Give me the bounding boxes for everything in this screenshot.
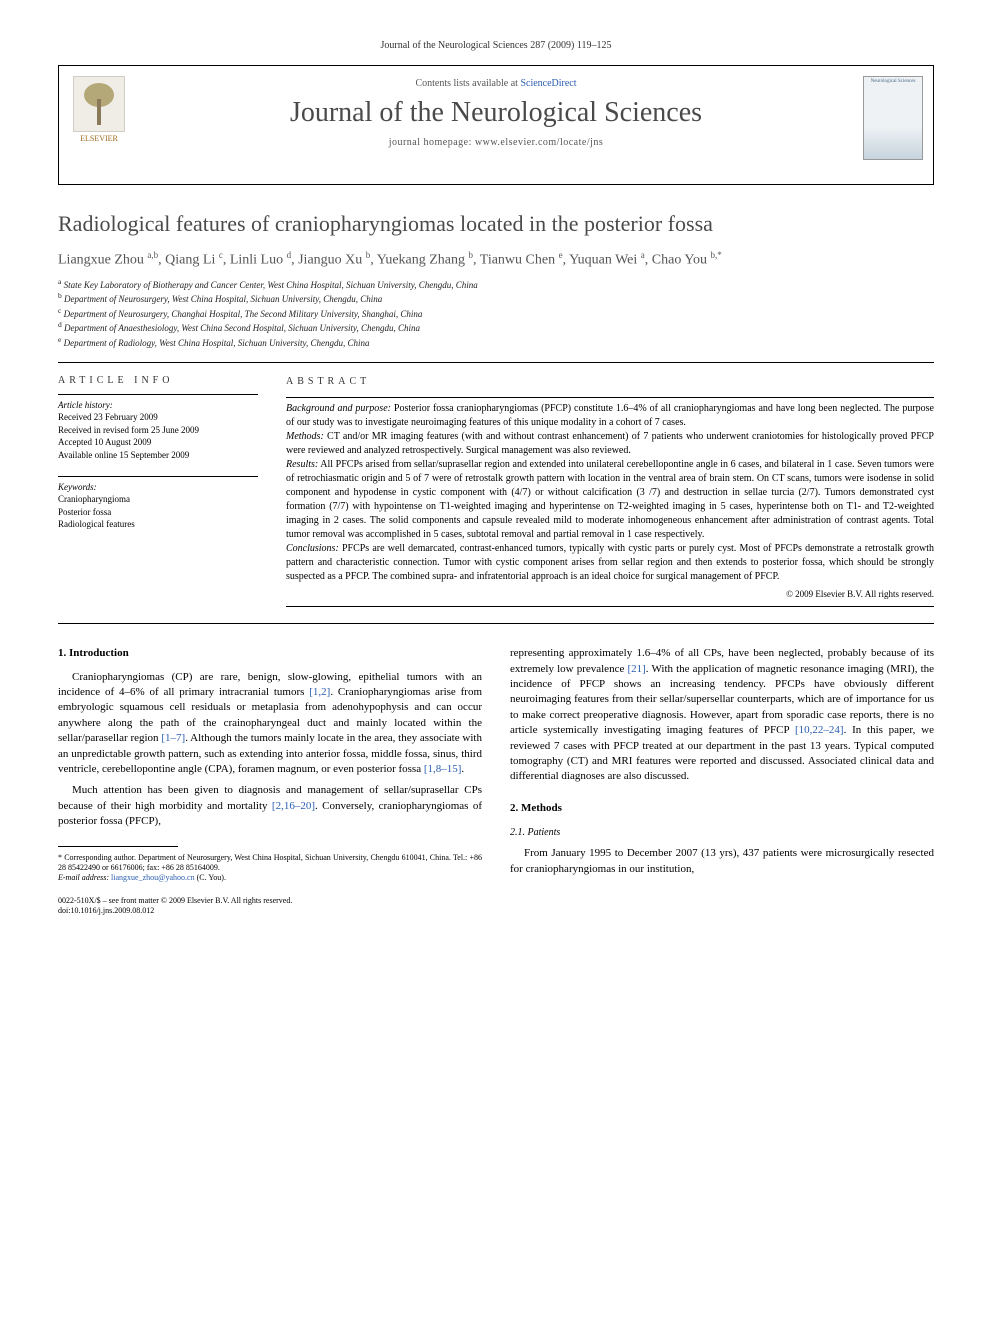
affiliations: a State Key Laboratory of Biotherapy and…: [58, 277, 934, 350]
article-title: Radiological features of craniopharyngio…: [58, 211, 934, 237]
section-heading-introduction: 1. Introduction: [58, 646, 482, 661]
abstract-methods: Methods: CT and/or MR imaging features (…: [286, 430, 934, 458]
footnote-rule: [58, 846, 178, 847]
body-paragraph: Craniopharyngiomas (CP) are rare, benign…: [58, 670, 482, 778]
author-list: Liangxue Zhou a,b, Qiang Li c, Linli Luo…: [58, 249, 934, 271]
abstract-heading: ABSTRACT: [286, 375, 934, 389]
affiliation-line: d Department of Anaesthesiology, West Ch…: [58, 320, 934, 335]
body-paragraph: representing approximately 1.6–4% of all…: [510, 646, 934, 785]
citation-link[interactable]: [1,8–15]: [424, 763, 462, 775]
history-label: Article history:: [58, 399, 258, 412]
keyword: Posterior fossa: [58, 506, 258, 519]
citation-link[interactable]: [1–7]: [161, 732, 185, 744]
abstract-copyright: © 2009 Elsevier B.V. All rights reserved…: [286, 588, 934, 601]
keywords-label: Keywords:: [58, 481, 258, 494]
subsection-heading-patients: 2.1. Patients: [510, 826, 934, 840]
keyword: Radiological features: [58, 518, 258, 531]
body-column-right: representing approximately 1.6–4% of all…: [510, 646, 934, 916]
citation-link[interactable]: [10,22–24]: [795, 724, 844, 736]
section-heading-methods: 2. Methods: [510, 801, 934, 816]
history-line: Received in revised form 25 June 2009: [58, 424, 258, 437]
affiliation-line: a State Key Laboratory of Biotherapy and…: [58, 277, 934, 292]
affiliation-line: b Department of Neurosurgery, West China…: [58, 291, 934, 306]
running-header: Journal of the Neurological Sciences 287…: [58, 40, 934, 51]
divider: [286, 606, 934, 607]
divider: [58, 476, 258, 477]
affiliation-line: e Department of Radiology, West China Ho…: [58, 335, 934, 350]
body-paragraph: Much attention has been given to diagnos…: [58, 783, 482, 829]
front-matter-meta: 0022-510X/$ – see front matter © 2009 El…: [58, 896, 482, 917]
divider: [286, 397, 934, 398]
abstract-results: Results: All PFCPs arised from sellar/su…: [286, 458, 934, 542]
affiliation-line: c Department of Neurosurgery, Changhai H…: [58, 306, 934, 321]
keyword: Craniopharyngioma: [58, 493, 258, 506]
abstract-conclusions: Conclusions: PFCPs are well demarcated, …: [286, 542, 934, 584]
journal-homepage-line: journal homepage: www.elsevier.com/locat…: [59, 137, 933, 148]
body-paragraph: From January 1995 to December 2007 (13 y…: [510, 846, 934, 877]
divider: [58, 362, 934, 363]
publisher-logo: ELSEVIER: [69, 76, 129, 146]
journal-title: Journal of the Neurological Sciences: [59, 97, 933, 129]
journal-homepage-url[interactable]: www.elsevier.com/locate/jns: [475, 137, 603, 148]
abstract-panel: ABSTRACT Background and purpose: Posteri…: [286, 375, 934, 612]
citation-link[interactable]: [1,2]: [309, 686, 330, 698]
doi-line: doi:10.1016/j.jns.2009.08.012: [58, 906, 482, 916]
article-info-heading: ARTICLE INFO: [58, 375, 258, 386]
citation-link[interactable]: [21]: [627, 663, 645, 675]
divider: [58, 394, 258, 395]
history-line: Received 23 February 2009: [58, 411, 258, 424]
abstract-background: Background and purpose: Posterior fossa …: [286, 402, 934, 430]
journal-masthead: ELSEVIER Neurological Sciences Contents …: [58, 65, 934, 185]
sciencedirect-link[interactable]: ScienceDirect: [520, 78, 576, 89]
body-column-left: 1. Introduction Craniopharyngiomas (CP) …: [58, 646, 482, 916]
history-line: Accepted 10 August 2009: [58, 436, 258, 449]
journal-cover-thumbnail: Neurological Sciences: [863, 76, 923, 160]
history-line: Available online 15 September 2009: [58, 449, 258, 462]
email-link[interactable]: liangxue_zhou@yahoo.cn: [111, 873, 195, 882]
divider: [58, 623, 934, 624]
citation-link[interactable]: [2,16–20]: [272, 800, 315, 812]
article-info-panel: ARTICLE INFO Article history: Received 2…: [58, 375, 258, 612]
corresponding-author-footnote: * Corresponding author. Department of Ne…: [58, 853, 482, 884]
contents-available-line: Contents lists available at ScienceDirec…: [59, 78, 933, 89]
